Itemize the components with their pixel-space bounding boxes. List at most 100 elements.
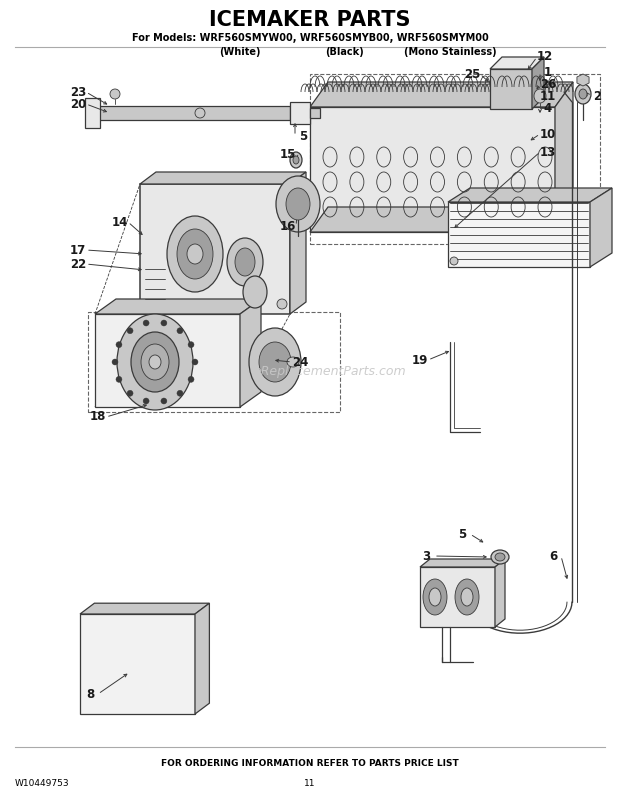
Polygon shape <box>240 299 261 407</box>
Ellipse shape <box>575 84 591 104</box>
Ellipse shape <box>167 216 223 292</box>
Polygon shape <box>490 69 532 109</box>
Polygon shape <box>310 107 555 232</box>
Polygon shape <box>555 82 573 232</box>
Text: 17: 17 <box>70 244 86 257</box>
Ellipse shape <box>112 359 118 365</box>
Text: 1: 1 <box>544 66 552 79</box>
Ellipse shape <box>293 156 299 164</box>
Ellipse shape <box>455 579 479 615</box>
Ellipse shape <box>259 342 291 382</box>
Text: 20: 20 <box>70 98 86 111</box>
Polygon shape <box>577 74 589 86</box>
Polygon shape <box>590 188 612 267</box>
Text: 25: 25 <box>464 67 480 80</box>
Ellipse shape <box>579 89 587 99</box>
Text: W10449753: W10449753 <box>15 780 69 788</box>
Polygon shape <box>140 172 306 184</box>
Polygon shape <box>95 299 261 314</box>
Ellipse shape <box>286 188 310 220</box>
Text: 10: 10 <box>540 128 556 140</box>
Text: FOR ORDERING INFORMATION REFER TO PARTS PRICE LIST: FOR ORDERING INFORMATION REFER TO PARTS … <box>161 759 459 768</box>
Polygon shape <box>80 614 195 714</box>
Text: 11: 11 <box>540 90 556 103</box>
Text: 5: 5 <box>299 129 307 143</box>
Ellipse shape <box>141 344 169 380</box>
Text: (White): (White) <box>219 47 261 57</box>
Ellipse shape <box>177 229 213 279</box>
Text: 8: 8 <box>86 687 94 700</box>
Ellipse shape <box>127 391 133 396</box>
Ellipse shape <box>195 108 205 118</box>
Ellipse shape <box>117 314 193 410</box>
Text: eReplacementParts.com: eReplacementParts.com <box>254 366 406 379</box>
Ellipse shape <box>143 320 149 326</box>
Ellipse shape <box>149 355 161 369</box>
Text: 24: 24 <box>292 355 308 368</box>
Text: ICEMAKER PARTS: ICEMAKER PARTS <box>210 10 410 30</box>
Ellipse shape <box>187 244 203 264</box>
Text: For Models: WRF560SMYW00, WRF560SMYB00, WRF560SMYM00: For Models: WRF560SMYW00, WRF560SMYB00, … <box>131 33 489 43</box>
Text: 23: 23 <box>70 86 86 99</box>
Polygon shape <box>495 559 505 627</box>
Text: (Mono Stainless): (Mono Stainless) <box>404 47 497 57</box>
Text: 19: 19 <box>412 354 428 367</box>
Ellipse shape <box>243 276 267 308</box>
Text: 18: 18 <box>90 411 106 423</box>
Text: 11: 11 <box>304 780 316 788</box>
Ellipse shape <box>127 328 133 334</box>
Ellipse shape <box>461 588 473 606</box>
Ellipse shape <box>287 357 299 367</box>
Polygon shape <box>290 102 310 124</box>
Ellipse shape <box>188 342 194 347</box>
Text: 13: 13 <box>540 145 556 159</box>
Ellipse shape <box>110 89 120 99</box>
Text: 6: 6 <box>549 549 557 562</box>
Polygon shape <box>90 106 290 120</box>
Ellipse shape <box>450 257 458 265</box>
Polygon shape <box>310 82 573 107</box>
Polygon shape <box>85 98 100 128</box>
Ellipse shape <box>161 398 167 404</box>
Text: 22: 22 <box>70 257 86 270</box>
Polygon shape <box>80 603 210 614</box>
Ellipse shape <box>249 328 301 396</box>
Ellipse shape <box>143 398 149 404</box>
Ellipse shape <box>177 391 183 396</box>
Text: 14: 14 <box>112 216 128 229</box>
Polygon shape <box>310 207 573 232</box>
Polygon shape <box>95 314 240 407</box>
Polygon shape <box>490 57 544 69</box>
Ellipse shape <box>161 320 167 326</box>
Ellipse shape <box>235 248 255 276</box>
Text: 2: 2 <box>593 90 601 103</box>
Ellipse shape <box>429 588 441 606</box>
Ellipse shape <box>188 376 194 383</box>
Text: 15: 15 <box>280 148 296 160</box>
Ellipse shape <box>423 579 447 615</box>
Polygon shape <box>448 188 612 202</box>
Ellipse shape <box>192 359 198 365</box>
Ellipse shape <box>495 553 505 561</box>
Polygon shape <box>420 559 505 567</box>
Ellipse shape <box>116 342 122 347</box>
Polygon shape <box>195 603 210 714</box>
Polygon shape <box>532 57 544 109</box>
Ellipse shape <box>491 550 509 564</box>
Polygon shape <box>140 184 290 314</box>
Text: (Black): (Black) <box>326 47 365 57</box>
Ellipse shape <box>116 376 122 383</box>
Ellipse shape <box>290 152 302 168</box>
Polygon shape <box>420 567 495 627</box>
Text: 12: 12 <box>537 51 553 63</box>
Polygon shape <box>448 202 590 267</box>
Ellipse shape <box>276 176 320 232</box>
Polygon shape <box>290 172 306 314</box>
Text: 3: 3 <box>422 549 430 562</box>
Text: 26: 26 <box>540 78 556 91</box>
Ellipse shape <box>534 89 546 103</box>
Ellipse shape <box>131 332 179 392</box>
Ellipse shape <box>177 328 183 334</box>
Text: 4: 4 <box>544 102 552 115</box>
Text: 5: 5 <box>458 528 466 541</box>
